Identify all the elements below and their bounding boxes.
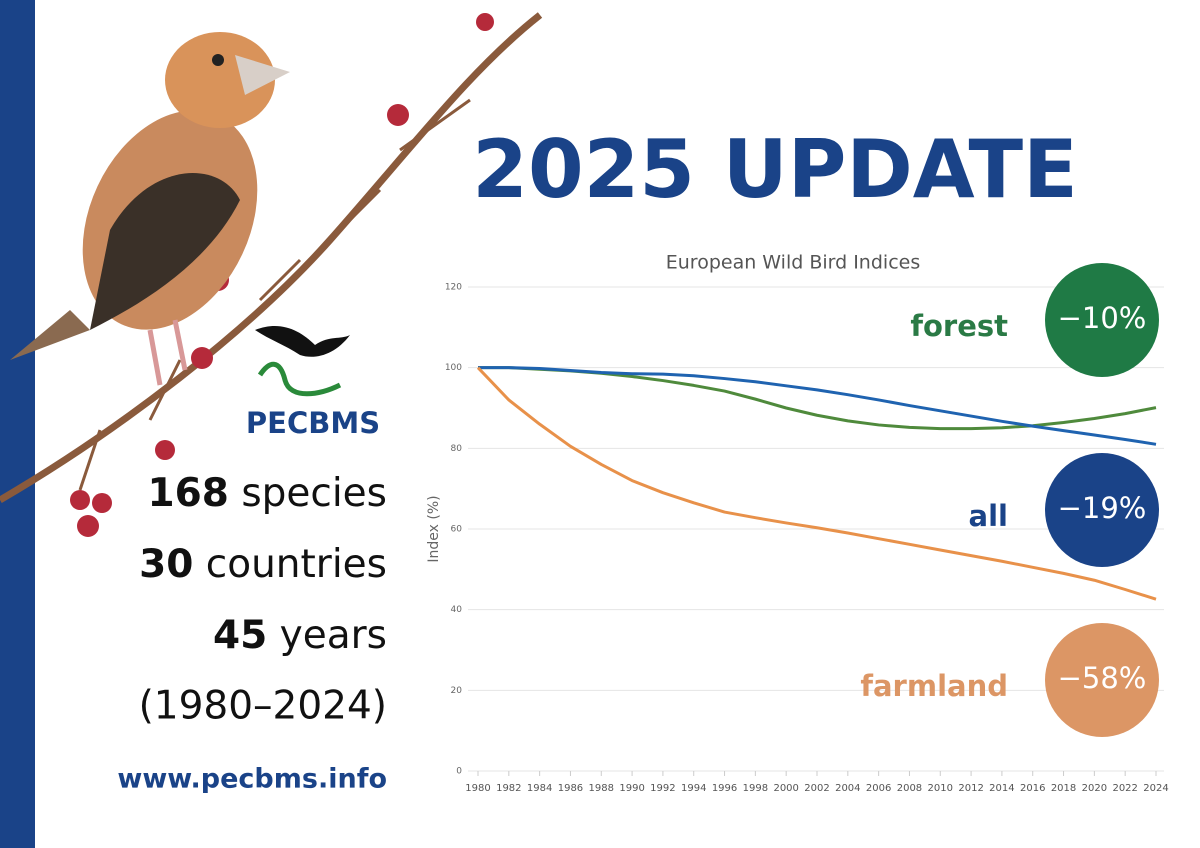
period: (1980–2024) xyxy=(139,684,387,729)
legend-label: farmland xyxy=(860,669,1008,703)
stat: 45 years xyxy=(213,613,387,658)
x-tick-label: 2004 xyxy=(835,783,860,794)
x-tick-label: 2002 xyxy=(804,783,829,794)
x-tick-label: 1980 xyxy=(465,783,490,794)
x-tick-label: 2012 xyxy=(958,783,983,794)
y-tick-label: 120 xyxy=(445,283,462,293)
x-tick-label: 1982 xyxy=(496,783,521,794)
x-tick-label: 1986 xyxy=(558,783,583,794)
x-tick-label: 1988 xyxy=(589,783,614,794)
stat-text: species xyxy=(241,471,387,516)
x-tick-label: 2008 xyxy=(897,783,922,794)
badge-label: −10% xyxy=(1058,301,1147,335)
x-tick-label: 2018 xyxy=(1051,783,1076,794)
y-axis-label: Index (%) xyxy=(426,495,442,562)
website[interactable]: www.pecbms.info xyxy=(117,764,387,795)
x-tick-label: 2000 xyxy=(773,783,798,794)
series-line xyxy=(476,366,1157,601)
badge-label: −58% xyxy=(1058,661,1147,695)
y-tick-label: 80 xyxy=(451,444,463,454)
x-tick-label: 1992 xyxy=(650,783,675,794)
x-tick-label: 1994 xyxy=(681,783,706,794)
legend-label: forest xyxy=(910,309,1008,343)
x-tick-label: 2020 xyxy=(1082,783,1107,794)
x-tick-label: 1998 xyxy=(743,783,768,794)
x-tick-label: 1996 xyxy=(712,783,737,794)
badge xyxy=(1045,623,1159,737)
y-tick-label: 40 xyxy=(451,605,463,615)
badge xyxy=(1045,453,1159,567)
side-bar xyxy=(0,0,35,848)
x-tick-label: 2016 xyxy=(1020,783,1045,794)
stat: 168 species xyxy=(148,471,388,516)
badge xyxy=(1045,263,1159,377)
stat-text: years xyxy=(280,613,387,658)
chart-title: European Wild Bird Indices xyxy=(666,252,920,274)
x-tick-label: 2014 xyxy=(989,783,1014,794)
illustration xyxy=(0,12,543,537)
y-tick-label: 100 xyxy=(445,363,462,373)
legend-label: all xyxy=(969,499,1008,533)
stat: 30 countries xyxy=(139,542,387,587)
page-title: 2025 UPDATE xyxy=(472,123,1077,216)
stat-text: countries xyxy=(206,542,387,587)
stat-number: 30 xyxy=(139,542,193,587)
y-tick-label: 60 xyxy=(451,525,463,535)
logo: PECBMS xyxy=(246,325,380,440)
x-tick-label: 2024 xyxy=(1143,783,1168,794)
y-tick-label: 20 xyxy=(451,686,463,696)
x-tick-label: 2022 xyxy=(1112,783,1137,794)
stat-number: 45 xyxy=(213,613,267,658)
series-line xyxy=(478,366,1157,446)
x-tick-label: 2010 xyxy=(928,783,953,794)
badge-label: −19% xyxy=(1058,491,1147,525)
x-tick-label: 1984 xyxy=(527,783,552,794)
x-tick-label: 2006 xyxy=(866,783,891,794)
logo-text: PECBMS xyxy=(246,406,380,440)
series-line xyxy=(478,366,1157,431)
stat-number: 168 xyxy=(148,471,229,516)
x-tick-label: 1990 xyxy=(619,783,644,794)
y-tick-label: 0 xyxy=(456,767,462,777)
